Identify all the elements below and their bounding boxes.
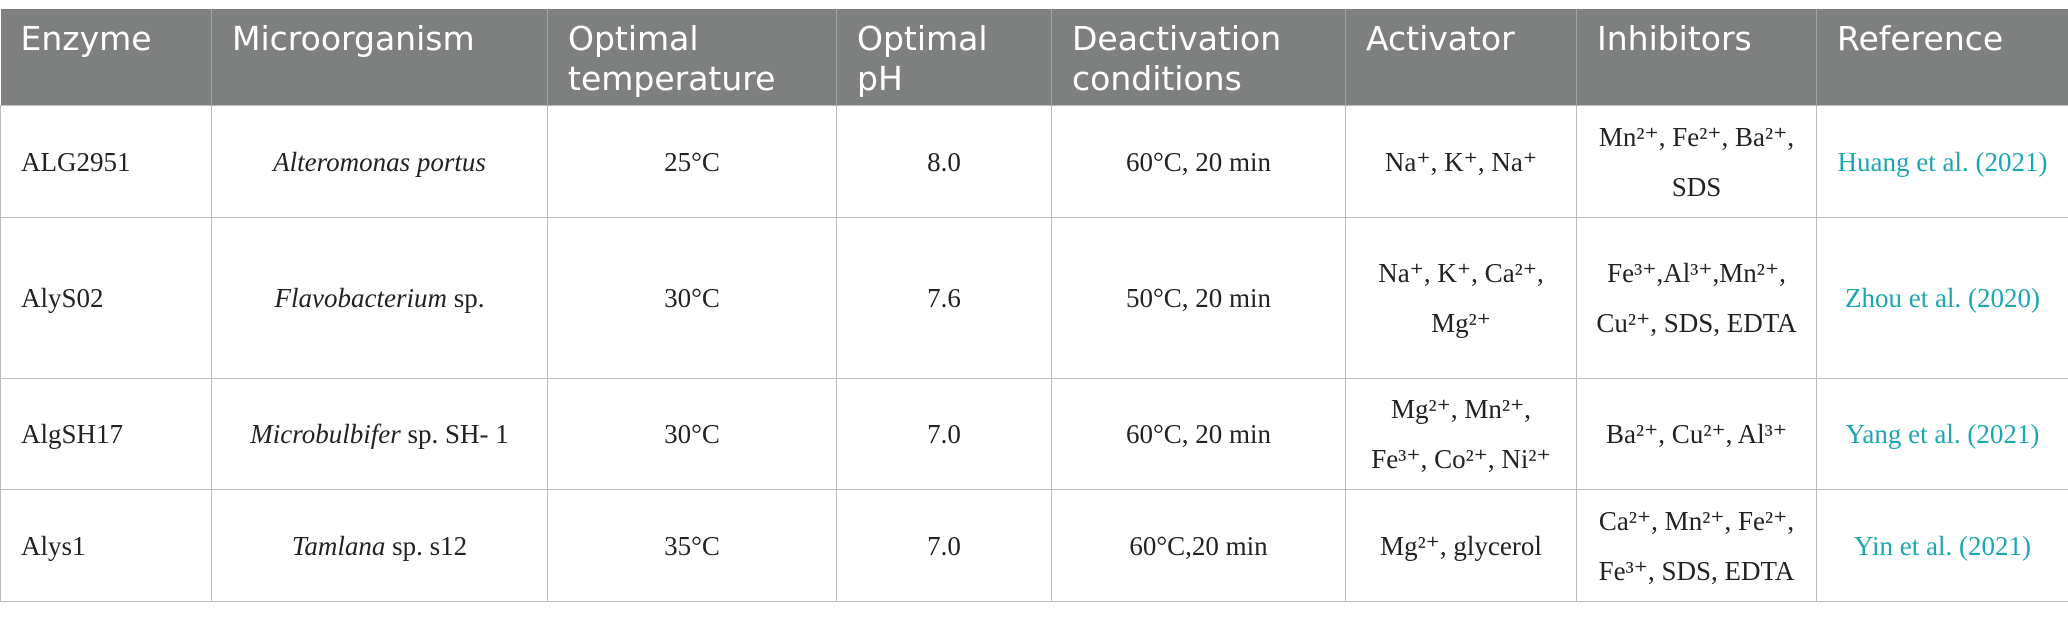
reference-cell: Zhou et al. (2020) <box>1816 217 2068 379</box>
inhibitors-cell: Ba²⁺, Cu²⁺, Al³⁺ <box>1576 378 1817 490</box>
temperature-cell: 30°C <box>547 217 837 379</box>
ph-cell: 8.0 <box>836 105 1052 218</box>
ph-cell: 7.6 <box>836 217 1052 379</box>
genus-name: Alteromonas portus <box>273 146 486 177</box>
temperature-cell: 30°C <box>547 378 837 490</box>
species-suffix: sp. SH- 1 <box>407 419 509 449</box>
table-row: ALG2951 Alteromonas portus 25°C 8.0 60°C, 20… <box>0 105 2068 218</box>
inhibitors-cell: Fe³⁺,Al³⁺,Mn²⁺, Cu²⁺, SDS, EDTA <box>1576 217 1817 379</box>
header-cell: Activator <box>1345 9 1577 106</box>
reference-cell: Huang et al. (2021) <box>1816 105 2068 218</box>
deactivation-cell: 60°C,20 min <box>1051 489 1346 602</box>
genus-name: Flavobacterium <box>274 283 447 313</box>
reference-link[interactable]: Zhou et al. (2020) <box>1845 283 2040 313</box>
header-cell: Optimal temperature <box>547 9 837 106</box>
microorganism-cell: Alteromonas portus <box>211 105 548 218</box>
reference-link[interactable]: Yin et al. (2021) <box>1854 530 2031 561</box>
header-cell: Enzyme <box>0 9 212 106</box>
deactivation-cell: 50°C, 20 min <box>1051 217 1346 379</box>
header-cell: Microorganism <box>211 9 548 106</box>
reference-cell: Yin et al. (2021) <box>1816 489 2068 602</box>
enzyme-cell: Alys1 <box>0 489 212 602</box>
genus-name: Microbulbifer <box>250 419 401 449</box>
temperature-cell: 25°C <box>547 105 837 218</box>
deactivation-cell: 60°C, 20 min <box>1051 378 1346 490</box>
reference-link[interactable]: Huang et al. (2021) <box>1837 146 2048 177</box>
reference-cell: Yang et al. (2021) <box>1816 378 2068 490</box>
header-cell: Reference <box>1816 9 2068 106</box>
enzyme-cell: AlyS02 <box>0 217 212 379</box>
inhibitors-cell: Mn²⁺, Fe²⁺, Ba²⁺, SDS <box>1576 105 1817 218</box>
activator-cell: Na⁺, K⁺, Ca²⁺, Mg²⁺ <box>1345 217 1577 379</box>
temperature-cell: 35°C <box>547 489 837 602</box>
ph-cell: 7.0 <box>836 378 1052 490</box>
header-row: Enzyme Microorganism Optimal temperature Op… <box>0 9 2068 106</box>
header-cell: Inhibitors <box>1576 9 1817 106</box>
microorganism-cell: Tamlana sp. s12 <box>211 489 548 602</box>
table-header: Enzyme Microorganism Optimal temperature Op… <box>0 9 2068 106</box>
activator-cell: Na⁺, K⁺, Na⁺ <box>1345 105 1577 218</box>
microorganism-cell: Flavobacterium sp. <box>211 217 548 379</box>
microorganism-cell: Microbulbifer sp. SH- 1 <box>211 378 548 490</box>
table-body: ALG2951 Alteromonas portus 25°C 8.0 60°C, 20… <box>0 105 2068 602</box>
ph-cell: 7.0 <box>836 489 1052 602</box>
table-row: AlgSH17 Microbulbifer sp. SH- 1 30°C 7.0 60°… <box>0 378 2068 490</box>
species-suffix: sp. <box>453 283 485 313</box>
header-cell: Deactivation conditions <box>1051 9 1346 106</box>
data-table: Enzyme Microorganism Optimal temperature Op… <box>0 9 2068 602</box>
activator-cell: Mg²⁺, Mn²⁺, Fe³⁺, Co²⁺, Ni²⁺ <box>1345 378 1577 490</box>
table-row: AlyS02 Flavobacterium sp. 30°C 7.6 50°C, 20 … <box>0 217 2068 379</box>
reference-link[interactable]: Yang et al. (2021) <box>1845 419 2040 449</box>
inhibitors-cell: Ca²⁺, Mn²⁺, Fe²⁺, Fe³⁺, SDS, EDTA <box>1576 489 1817 602</box>
deactivation-cell: 60°C, 20 min <box>1051 105 1346 218</box>
genus-name: Tamlana <box>291 530 386 561</box>
activator-cell: Mg²⁺, glycerol <box>1345 489 1577 602</box>
enzyme-cell: AlgSH17 <box>0 378 212 490</box>
header-cell: Optimal pH <box>836 9 1052 106</box>
enzyme-cell: ALG2951 <box>0 105 212 218</box>
table-row: Alys1 Tamlana sp. s12 35°C 7.0 60°C,20 min Mg… <box>0 489 2068 602</box>
species-suffix: sp. s12 <box>392 530 468 561</box>
